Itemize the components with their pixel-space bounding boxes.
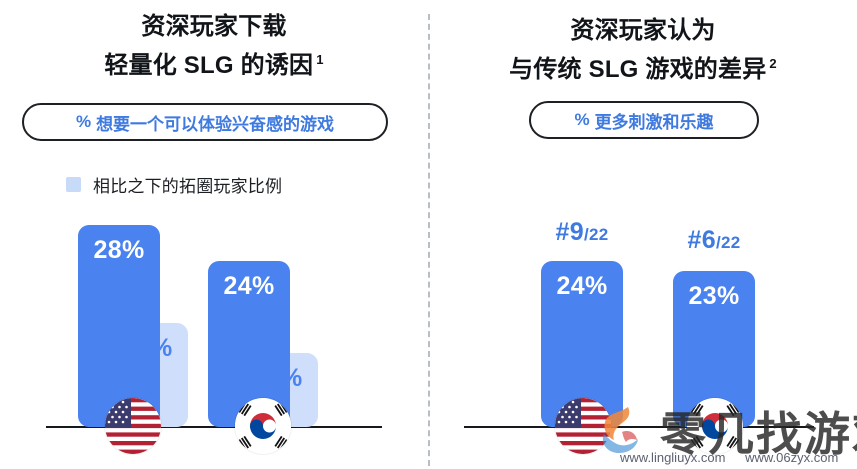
- metric-pill-label: 更多刺激和乐趣: [594, 112, 714, 132]
- rank-denominator: /22: [583, 225, 609, 244]
- panel-left: 资深玩家下载 轻量化 SLG 的诱因 1 % 想要一个可以体验兴奋感的游戏 相比之…: [0, 0, 428, 469]
- panel-divider: [428, 14, 430, 466]
- heading-line-2: 轻量化 SLG 的诱因 1: [0, 43, 428, 82]
- legend-swatch-icon: [66, 177, 81, 192]
- us-flag-icon: [105, 398, 161, 454]
- bar-value-label: 23%: [688, 282, 740, 310]
- rank-label-kr: #6/22: [673, 226, 755, 255]
- heading-line-1: 资深玩家认为: [570, 17, 716, 44]
- us-flag-icon: [555, 398, 611, 454]
- bar-us-senior[interactable]: 28%: [78, 225, 160, 427]
- panel-right-heading: 资深玩家认为 与传统 SLG 游戏的差异 2: [429, 14, 857, 86]
- kr-flag-icon: [235, 398, 291, 454]
- heading-superscript: 1: [316, 52, 324, 67]
- bar-value-label: 28%: [93, 236, 145, 264]
- kr-flag-icon: [687, 398, 743, 454]
- bar-kr-senior[interactable]: 24%: [208, 261, 290, 427]
- metric-pill-right[interactable]: % 更多刺激和乐趣: [529, 101, 759, 139]
- rank-number: #9: [555, 218, 584, 246]
- bar-value-label: 24%: [223, 272, 275, 300]
- metric-pill-left[interactable]: % 想要一个可以体验兴奋感的游戏: [22, 103, 388, 141]
- heading-line-1: 资深玩家下载: [141, 13, 287, 40]
- heading-superscript: 2: [769, 56, 777, 71]
- heading-line-2-text: 与传统 SLG 游戏的差异: [509, 56, 767, 83]
- chart-right-plot: #9/22 24% #6/22 23%: [429, 0, 857, 469]
- percent-symbol: %: [574, 110, 590, 129]
- panel-right: 资深玩家认为 与传统 SLG 游戏的差异 2 % 更多刺激和乐趣 #9/22 24…: [429, 0, 857, 469]
- chart-left-plot: 28% 22% 24% 16%: [0, 0, 428, 469]
- heading-line-2-text: 轻量化 SLG 的诱因: [104, 52, 314, 79]
- chart-legend: 相比之下的拓圈玩家比例: [66, 172, 282, 197]
- metric-pill-label: 想要一个可以体验兴奋感的游戏: [96, 114, 335, 134]
- rank-denominator: /22: [715, 233, 741, 252]
- panel-left-heading: 资深玩家下载 轻量化 SLG 的诱因 1: [0, 10, 428, 82]
- percent-symbol: %: [75, 112, 92, 131]
- legend-label: 相比之下的拓圈玩家比例: [93, 177, 283, 196]
- chart-baseline: [46, 426, 382, 428]
- chart-baseline: [464, 426, 814, 428]
- rank-label-us: #9/22: [541, 218, 623, 247]
- heading-line-2: 与传统 SLG 游戏的差异 2: [429, 47, 857, 86]
- bar-value-label: 24%: [556, 272, 608, 300]
- rank-number: #6: [687, 226, 716, 254]
